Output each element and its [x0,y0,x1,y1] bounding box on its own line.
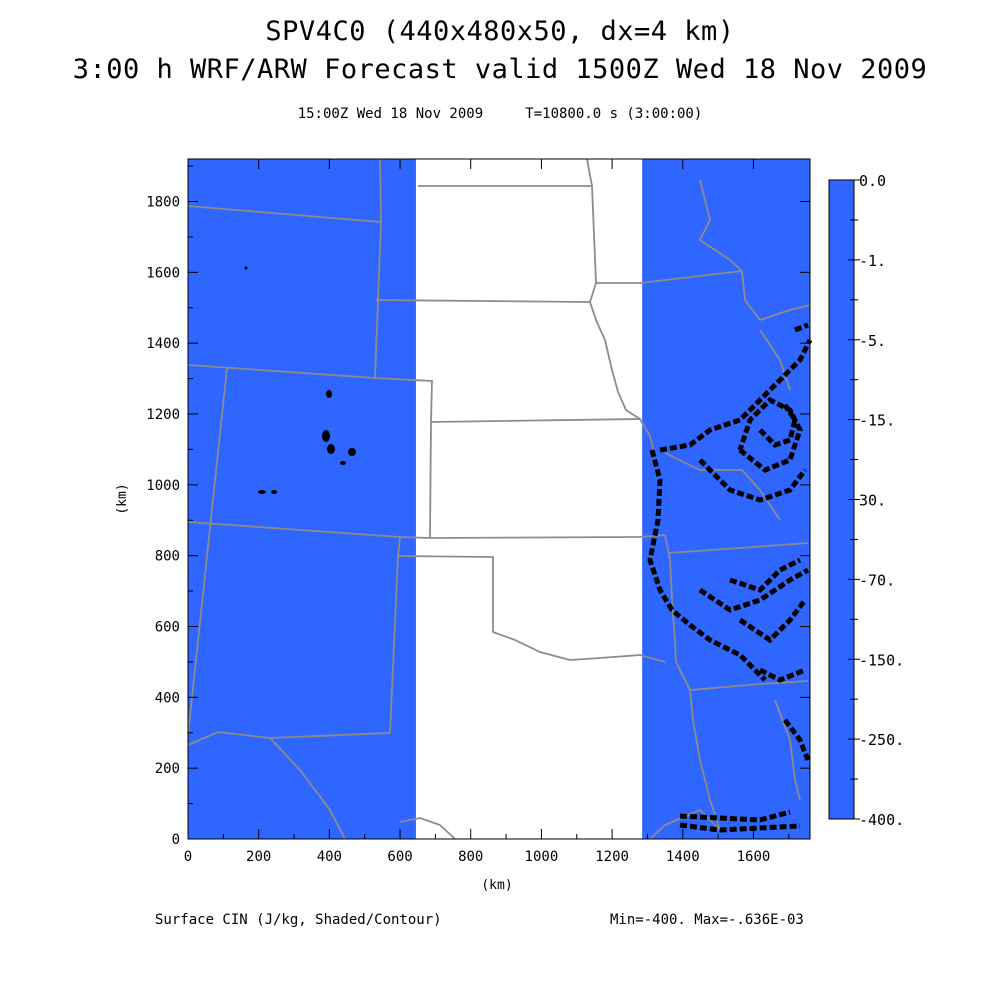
field-description: Surface CIN (J/kg, Shaded/Contour) [155,912,442,928]
x-tick-label: 1000 [525,849,559,865]
state-boundaries [187,158,811,840]
y-tick-label: 1000 [146,478,180,494]
plot-frame [187,158,811,840]
y-tick-label: 600 [155,620,180,636]
colorbar-label: -70. [859,571,895,589]
x-tick-label: 1400 [666,849,700,865]
y-tick-label: 0 [172,832,180,848]
colorbar-label: -250. [859,731,904,749]
min-max-readout: Min=-400. Max=-.636E-03 [610,912,804,928]
main-title: SPV4C0 (440x480x50, dx=4 km) [265,16,735,47]
colorbar-label: -5. [859,332,886,350]
small-contours [244,266,356,494]
y-axis-label: (km) [115,483,130,514]
y-tick-label: 400 [155,690,180,706]
x-tick-label: 400 [317,849,342,865]
x-tick-label: 0 [184,849,192,865]
colorbar: 0.0 -1. -5. -15. 30. -70. -150. -250. -400. [828,172,904,829]
y-tick-label: 800 [155,549,180,565]
cin-contours [647,322,813,833]
valid-time-subtitle: 15:00Z Wed 18 Nov 2009 T=10800.0 s (3:00… [297,106,703,122]
colorbar-label: -150. [859,651,904,669]
cin-shaded-region-1 [642,159,810,839]
x-tick-label: 1200 [595,849,629,865]
colorbar-body [828,179,855,820]
x-tick-label: 200 [246,849,271,865]
forecast-title: 3:00 h WRF/ARW Forecast valid 1500Z Wed … [72,54,928,85]
colorbar-label: -15. [859,412,895,430]
x-tick-label: 800 [458,849,483,865]
cin-shaded-region-0 [188,159,416,839]
x-tick-label: 600 [387,849,412,865]
y-tick-label: 200 [155,761,180,777]
colorbar-label: -1. [859,252,886,270]
colorbar-label: -400. [859,811,904,829]
x-tick-label: 1600 [737,849,771,865]
y-tick-label: 1400 [146,336,180,352]
y-tick-label: 1800 [146,195,180,211]
colorbar-label: 0.0 [859,172,886,190]
y-tick-label: 1200 [146,407,180,423]
y-tick-label: 1600 [146,265,180,281]
x-axis-label: (km) [481,878,512,893]
colorbar-label: 30. [859,492,886,510]
axes: 0 200 400 600 800 1000 1200 1400 1600 0 200 400 600 8… [146,159,810,865]
